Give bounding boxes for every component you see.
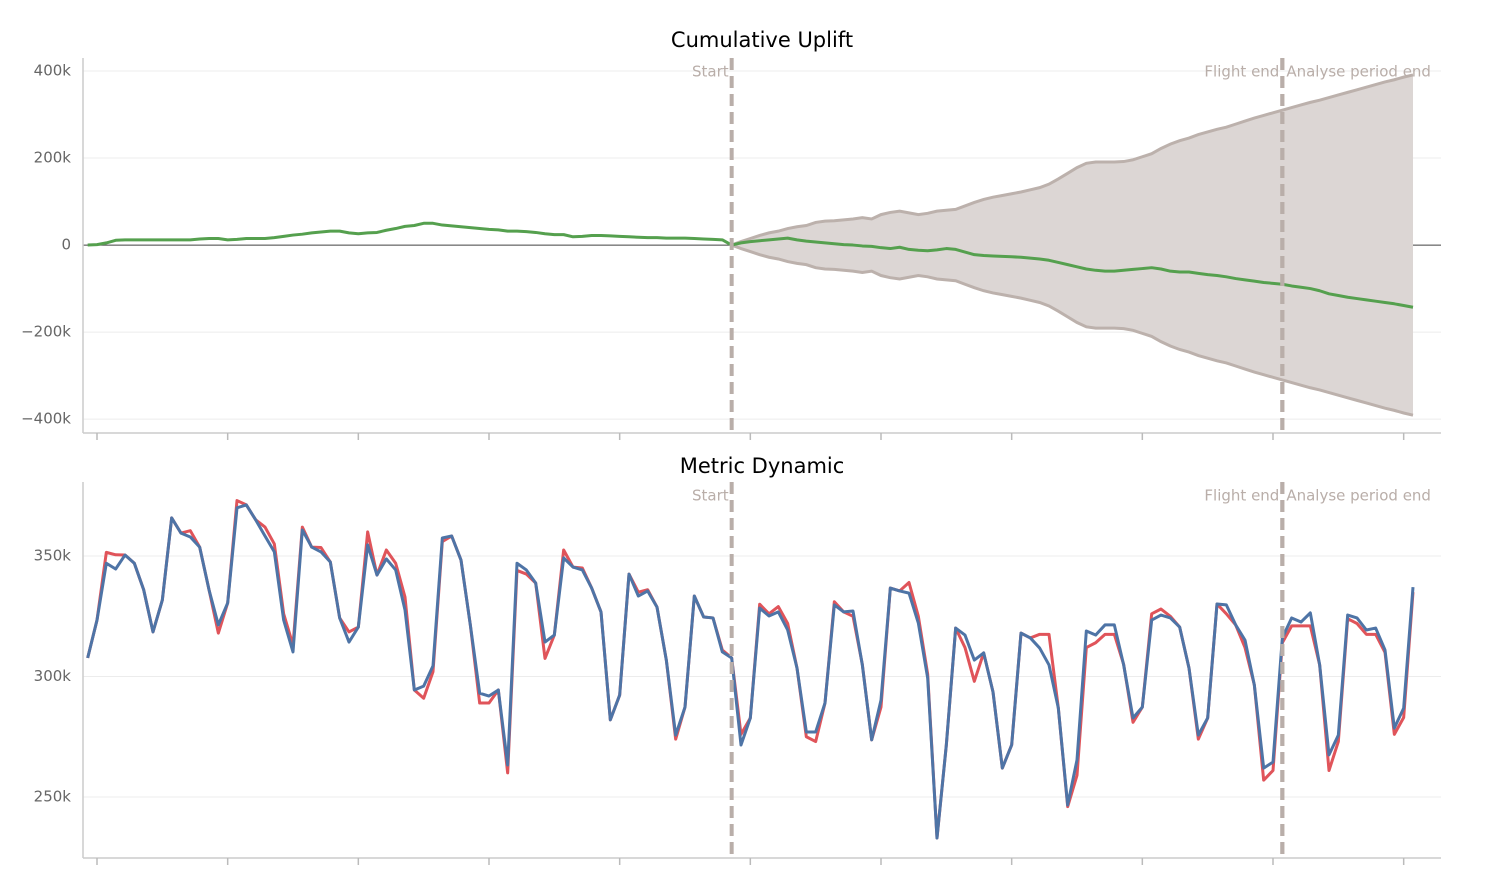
y-tick-label: 200k <box>34 149 72 167</box>
y-tick-label: −200k <box>21 323 71 341</box>
event-label: Analyse period end <box>1286 63 1431 81</box>
series-line <box>86 503 1415 840</box>
y-tick-label: −400k <box>21 410 71 428</box>
event-label: Start <box>692 487 729 505</box>
chart-title: Cumulative Uplift <box>671 28 853 52</box>
y-tick-label: 250k <box>34 788 72 806</box>
y-tick-label: 400k <box>34 62 72 80</box>
event-label: Flight end <box>1204 63 1279 81</box>
band-lower-line <box>731 243 1414 417</box>
series-line <box>87 221 1414 309</box>
series-line <box>86 499 1415 840</box>
chart-title: Metric Dynamic <box>680 454 845 478</box>
confidence-band <box>731 74 1413 416</box>
y-tick-label: 300k <box>34 667 72 685</box>
y-tick-label: 350k <box>34 546 72 564</box>
y-tick-label: 0 <box>61 236 71 254</box>
band-upper-line <box>731 73 1414 247</box>
event-label: Start <box>692 63 729 81</box>
event-label: Analyse period end <box>1286 487 1431 505</box>
event-label: Flight end <box>1204 487 1279 505</box>
